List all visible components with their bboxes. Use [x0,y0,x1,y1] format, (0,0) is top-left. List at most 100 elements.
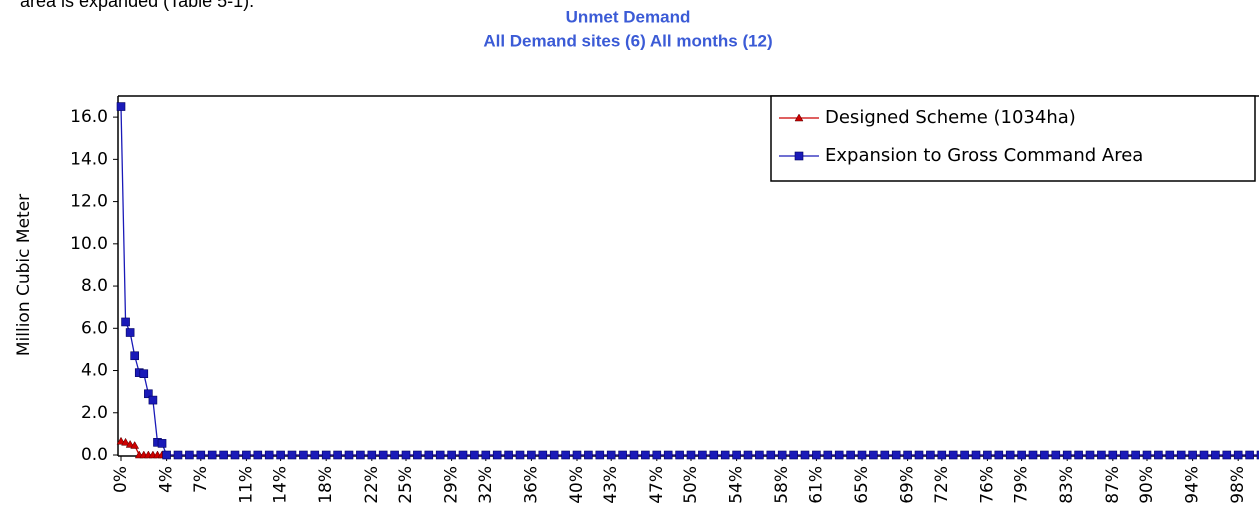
x-tick-label: 58% [772,466,792,504]
marker [709,450,719,460]
marker [857,450,867,460]
y-tick-label: 16.0 [70,107,108,127]
marker [390,450,399,460]
marker [130,351,139,361]
y-axis-label: Million Cubic Meter [14,194,34,356]
marker [914,450,924,460]
marker [789,450,798,460]
y-tick-label: 4.0 [81,361,108,381]
marker [344,450,354,460]
marker [378,450,388,460]
marker [1017,450,1026,460]
marker [1256,450,1259,460]
marker [652,450,662,460]
marker [157,439,167,448]
marker [435,450,445,460]
marker [926,450,935,460]
x-tick-label: 98% [1228,466,1248,504]
marker [139,369,149,378]
marker [538,450,548,460]
marker [1062,450,1072,460]
marker [162,450,171,460]
x-tick-label: 54% [727,466,747,504]
x-tick-label: 65% [852,466,872,504]
page-text: area is expanded (Table 5-1). [20,0,254,11]
marker [686,450,696,460]
marker [618,450,627,460]
y-tick-label: 12.0 [70,192,108,212]
marker [492,450,502,460]
marker [720,450,730,460]
x-tick-label: 76% [977,466,997,504]
x-tick-label: 87% [1103,466,1123,504]
marker [1119,450,1129,460]
marker [185,450,194,460]
marker [121,437,130,446]
marker [983,450,992,460]
marker [606,450,616,460]
marker [960,450,969,460]
y-tick-label: 14.0 [70,149,108,169]
marker [458,450,468,460]
chart-title: Unmet Demand [566,7,691,26]
marker [794,151,804,161]
x-tick-label: 79% [1012,466,1032,504]
marker [561,450,570,460]
marker [800,450,810,460]
marker [1028,450,1038,460]
x-tick-label: 36% [521,466,541,504]
x-tick-label: 50% [681,466,701,504]
marker [584,450,593,460]
marker [230,450,240,460]
marker [481,450,491,460]
x-tick-label: 11% [236,466,256,504]
marker [812,450,821,460]
y-tick-label: 8.0 [81,276,108,296]
marker [663,450,673,460]
marker [447,450,456,460]
marker [219,450,228,460]
legend-label: Designed Scheme (1034ha) [825,107,1076,128]
marker [299,450,308,460]
marker [994,450,1004,460]
x-tick-label: 61% [806,466,826,504]
marker [948,450,958,460]
marker [196,450,206,460]
y-tick-label: 0.0 [81,445,108,465]
marker [834,450,844,460]
legend-box [770,95,1256,182]
legend-label: Expansion to Gross Command Area [825,145,1143,166]
marker [413,450,422,460]
marker [641,450,650,460]
marker [675,450,684,460]
x-tick-label: 69% [898,466,918,504]
marker [527,450,536,460]
marker [903,450,912,460]
marker [1040,450,1049,460]
marker [130,440,140,449]
marker [595,450,605,460]
marker [1199,450,1209,460]
marker [732,450,741,460]
y-tick-label: 2.0 [81,403,108,423]
x-tick-label: 18% [316,466,336,504]
x-tick-label: 0% [111,466,131,493]
marker [891,450,901,460]
marker [424,450,434,460]
y-tick-label: 10.0 [70,234,108,254]
marker [869,450,878,460]
x-tick-label: 29% [442,466,462,504]
marker [333,450,342,460]
y-tick-label: 6.0 [81,318,108,338]
x-tick-label: 43% [601,466,621,504]
marker [253,450,263,460]
plot-area [116,102,1259,460]
marker [356,450,365,460]
chart-subtitle: All Demand sites (6) All months (12) [483,31,772,50]
marker [572,450,582,460]
x-tick-label: 7% [191,466,211,493]
x-tick-label: 40% [567,466,587,504]
marker [321,450,331,460]
marker [1245,450,1254,460]
marker [1176,450,1186,460]
